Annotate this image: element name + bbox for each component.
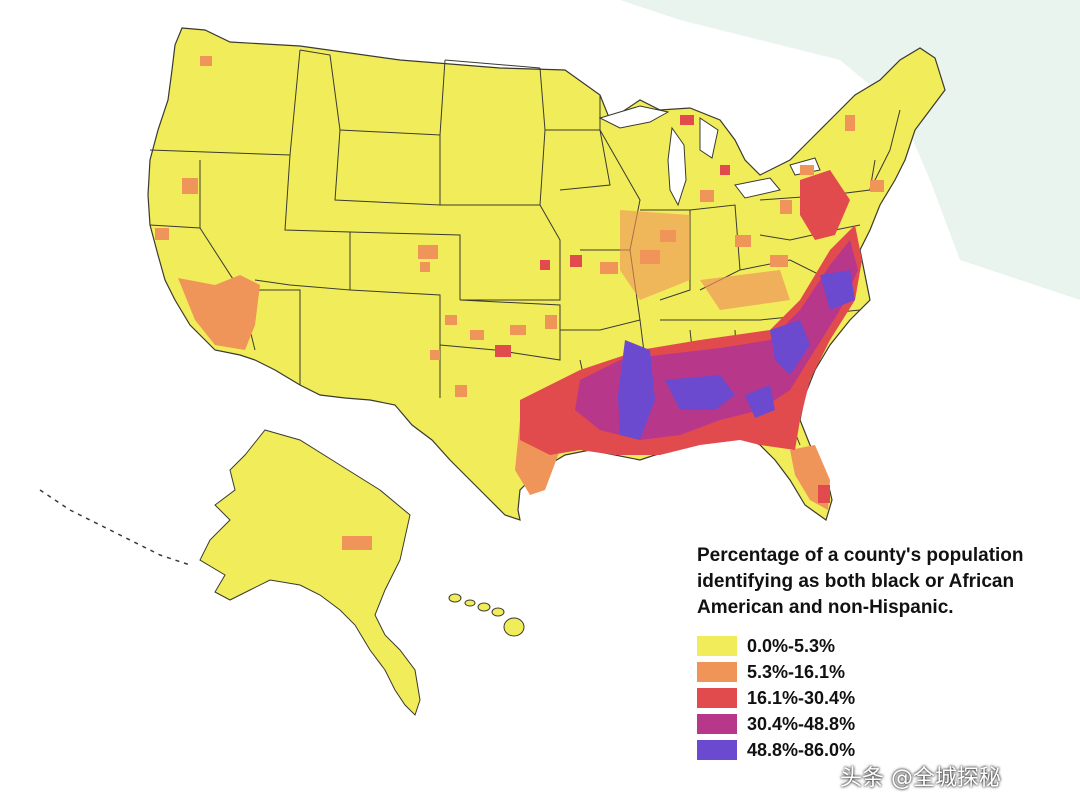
legend-swatch — [697, 636, 737, 656]
counties-49-86-percent — [618, 270, 855, 440]
legend-item: 5.3%-16.1% — [697, 659, 1037, 685]
legend-item: 16.1%-30.4% — [697, 685, 1037, 711]
legend-label: 16.1%-30.4% — [747, 687, 856, 708]
hawaii-islands — [448, 593, 525, 637]
aleutian-islands — [39, 489, 191, 566]
legend-swatch — [697, 688, 737, 708]
legend-swatch — [697, 740, 737, 760]
legend-swatch — [697, 662, 737, 682]
legend-title: Percentage of a county's population iden… — [697, 545, 1024, 618]
watermark: 头条 @全城探秘 — [840, 766, 1001, 791]
legend-label: 48.8%-86.0% — [747, 739, 856, 760]
alaska-landmass — [199, 429, 421, 716]
map-legend: Percentage of a county's population iden… — [697, 543, 1037, 763]
legend-item: 0.0%-5.3% — [697, 633, 1037, 659]
legend-label: 0.0%-5.3% — [747, 635, 836, 656]
legend-item: 30.4%-48.8% — [697, 711, 1037, 737]
legend-label: 30.4%-48.8% — [747, 713, 856, 734]
legend-item: 48.8%-86.0% — [697, 737, 1037, 763]
legend-label: 5.3%-16.1% — [747, 661, 846, 682]
background-tint — [620, 0, 1080, 300]
legend-swatch — [697, 714, 737, 734]
